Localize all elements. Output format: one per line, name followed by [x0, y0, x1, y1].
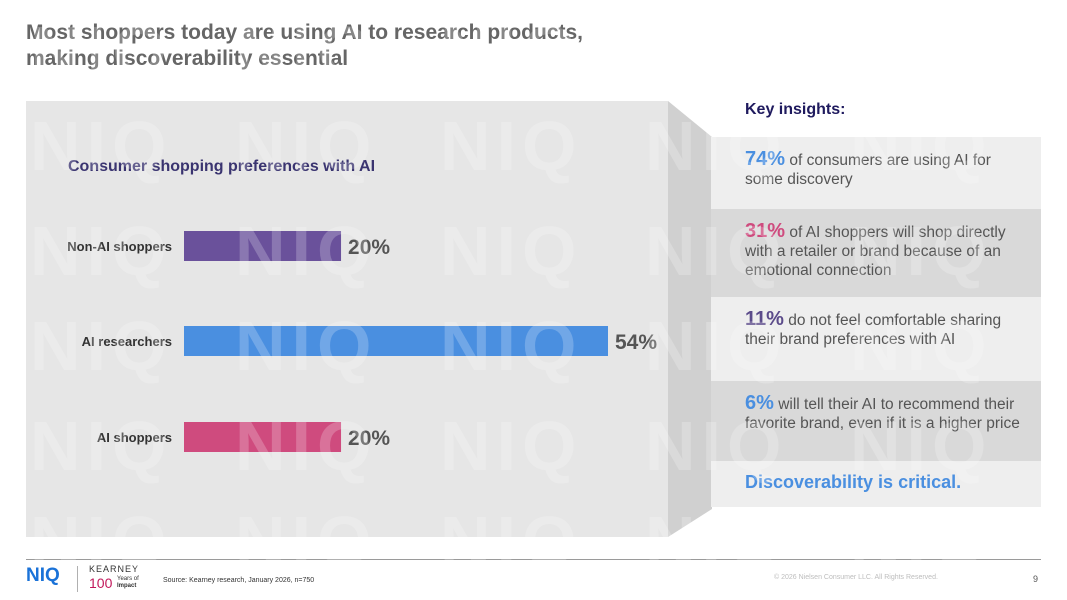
bar	[184, 231, 342, 261]
key-insights-heading: Key insights:	[745, 101, 846, 118]
insight-item: 74% of consumers are using AI for some d…	[711, 137, 1041, 209]
insight-percent: 11%	[745, 308, 784, 330]
insight-conclusion: Discoverability is critical.	[711, 461, 1041, 507]
watermark-text: NIQ	[850, 12, 992, 90]
chart-title: Consumer shopping preferences with AI	[68, 158, 376, 175]
insight-item: 6% will tell their AI to recommend their…	[711, 381, 1041, 461]
kearney-logo: KEARNEY	[89, 564, 140, 574]
logo-divider	[77, 566, 78, 592]
bar	[184, 326, 608, 356]
insights-list: 74% of consumers are using AI for some d…	[711, 137, 1041, 507]
insight-text: of AI shoppers will shop directly with a…	[745, 224, 1006, 279]
footer-divider	[26, 559, 1041, 560]
insight-percent: 74%	[745, 148, 786, 170]
value-label: 20%	[348, 427, 390, 450]
slide-title-line1: Most shoppers today are using AI to rese…	[26, 21, 584, 44]
insight-text: of consumers are using AI for some disco…	[745, 152, 991, 188]
insight-percent: 31%	[745, 220, 786, 242]
page-number: 9	[1033, 574, 1039, 584]
years-of-text: Years of	[117, 576, 139, 582]
insight-item: 31% of AI shoppers will shop directly wi…	[711, 209, 1041, 297]
bar-chart: Non-AI shoppers 20% AI researchers 54% AI sh…	[67, 231, 657, 452]
niq-logo: NIQ	[26, 565, 60, 586]
category-label: Non-AI shoppers	[67, 239, 172, 254]
insight-percent: 6%	[745, 392, 774, 414]
insight-text: will tell their AI to recommend their fa…	[745, 396, 1020, 432]
insight-item: 11% do not feel comfortable sharing thei…	[711, 297, 1041, 381]
slide-title: Most shoppers today are using AI to rese…	[26, 20, 666, 72]
kearney-years-logo: Years of Impact	[117, 576, 141, 590]
insight-text: do not feel comfortable sharing their br…	[745, 312, 1002, 348]
bar	[184, 422, 342, 452]
value-label: 20%	[348, 236, 390, 259]
watermark-text: NIQ	[645, 12, 787, 90]
panel-connector	[668, 101, 712, 537]
category-label: AI researchers	[82, 334, 172, 349]
watermark-text: NIQ	[850, 502, 992, 580]
slide-title-line2: making discoverability essential	[26, 47, 349, 70]
value-label: 54%	[615, 331, 657, 354]
kearney-100-logo: 100	[89, 575, 113, 591]
source-note: Source: Kearney research, January 2026, …	[163, 577, 315, 584]
chart-panel: Consumer shopping preferences with AI No…	[26, 101, 668, 537]
category-label: AI shoppers	[97, 430, 172, 445]
copyright-notice: © 2026 Nielsen Consumer LLC. All Rights …	[774, 574, 938, 581]
impact-text: Impact	[117, 583, 137, 589]
